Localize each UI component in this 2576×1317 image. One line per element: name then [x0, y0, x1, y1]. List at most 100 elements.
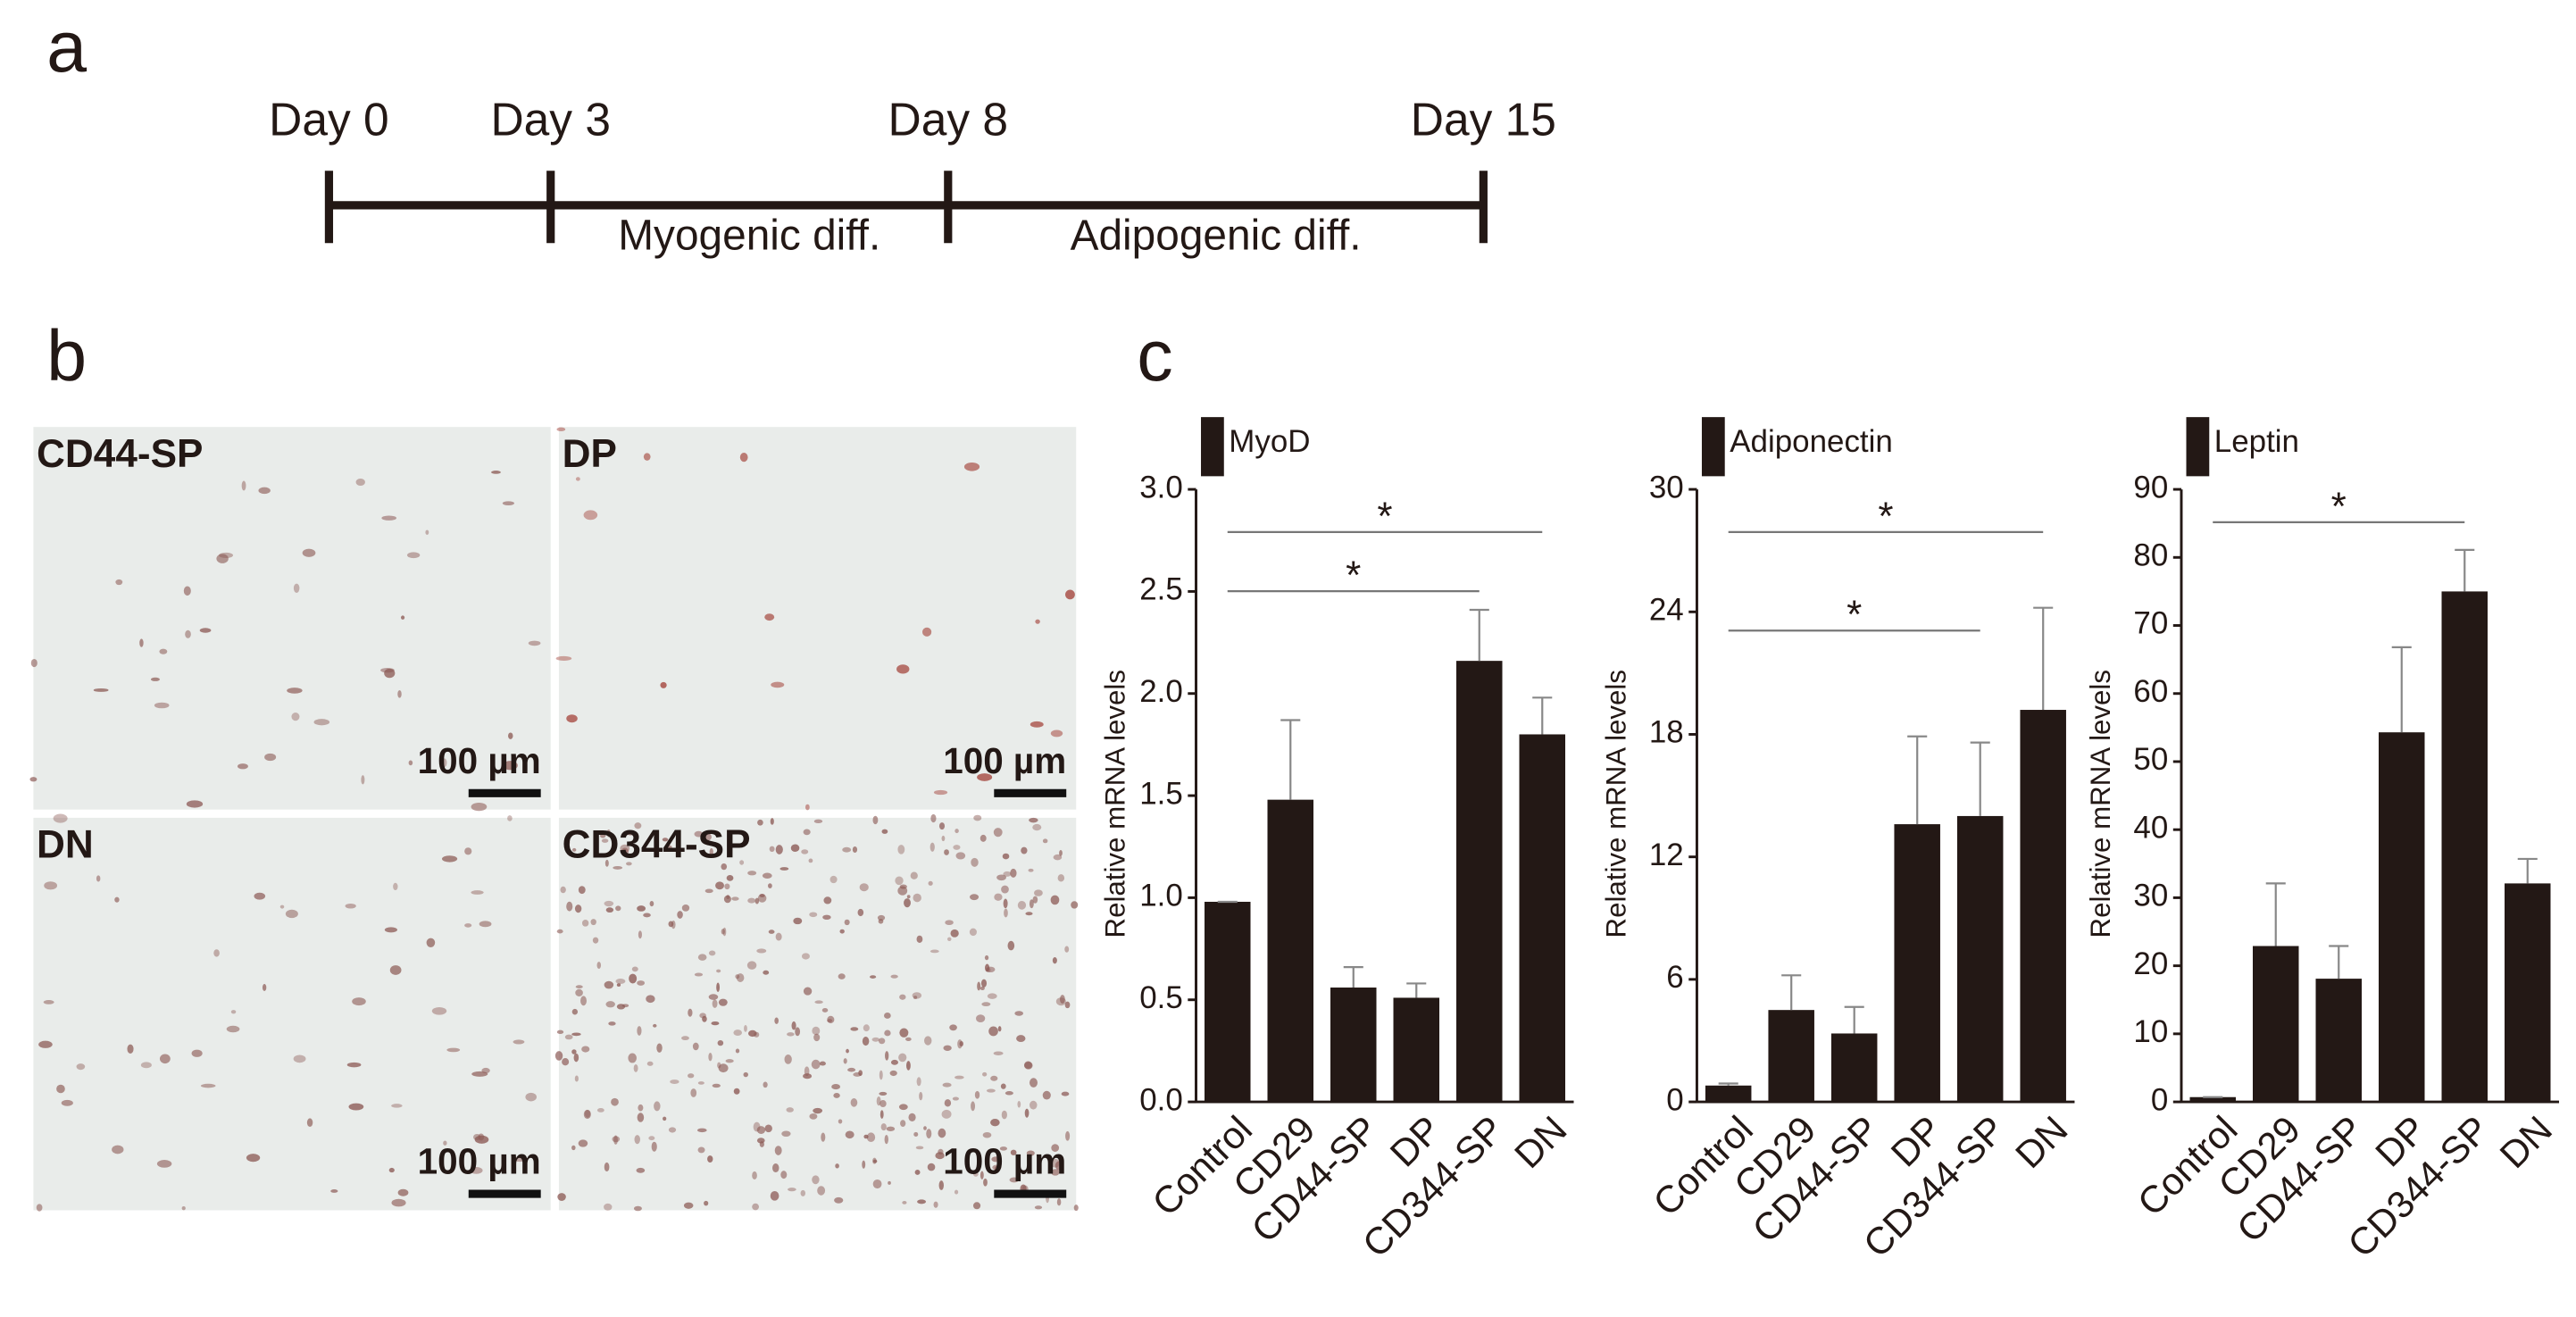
stain-dot: [1009, 1177, 1020, 1183]
stain-dot: [1032, 896, 1038, 904]
stain-dot: [704, 1200, 709, 1206]
stain-dot: [200, 1083, 216, 1088]
stain-dot: [813, 1033, 821, 1042]
stain-dot: [631, 966, 638, 972]
stain-dot: [575, 988, 583, 996]
stain-dot: [831, 1084, 840, 1090]
stain-dot: [1014, 1011, 1024, 1016]
stain-dot: [957, 1039, 963, 1049]
y-tick-label: 80: [2133, 538, 2168, 573]
scale-label: 100 µm: [418, 740, 541, 781]
stain-dot: [946, 937, 952, 941]
stain-dot: [950, 929, 959, 938]
stain-dot: [562, 1057, 570, 1066]
stain-dot: [725, 1059, 734, 1063]
stain-dot: [756, 1126, 766, 1134]
stain-dot: [930, 842, 935, 852]
stain-dot: [605, 907, 614, 913]
stain-dot: [388, 1167, 395, 1173]
stain-dot: [971, 1101, 976, 1112]
stain-dot: [564, 1034, 573, 1040]
y-tick-label: 0: [1666, 1082, 1683, 1117]
stain-dot: [604, 1162, 610, 1172]
stain-dot: [721, 863, 728, 871]
stain-dot: [709, 848, 713, 856]
stain-dot: [663, 1116, 667, 1121]
stain-dot: [479, 921, 492, 928]
stain-dot: [821, 1008, 829, 1013]
legend-swatch: [2186, 417, 2210, 477]
stain-dot: [643, 913, 651, 918]
stain-dot: [626, 862, 632, 866]
stain-dot: [977, 981, 981, 991]
stain-dot: [1050, 1158, 1061, 1168]
stain-dot: [575, 477, 580, 481]
stain-dot: [859, 883, 869, 892]
stain-dot: [784, 1054, 792, 1064]
significance-mark: *: [1847, 593, 1862, 637]
stain-dot: [1056, 1198, 1062, 1206]
stain-dot: [866, 1132, 876, 1143]
stain-dot: [604, 900, 614, 907]
stain-dot: [692, 1042, 699, 1051]
stain-dot: [1028, 868, 1034, 872]
stain-dot: [880, 1110, 884, 1119]
stain-dot: [694, 830, 704, 838]
stain-dot: [76, 1063, 86, 1071]
stain-dot: [888, 1180, 891, 1185]
stain-dot: [1005, 1091, 1013, 1096]
stain-dot: [581, 1046, 590, 1053]
stain-dot: [306, 1118, 313, 1128]
stain-dot: [733, 1088, 740, 1095]
stain-dot: [566, 901, 573, 912]
stain-dot: [355, 478, 365, 487]
stain-dot: [933, 789, 948, 796]
stain-dot: [788, 1188, 796, 1192]
stain-dot: [1052, 957, 1057, 964]
stain-dot: [1064, 1001, 1071, 1009]
stain-dot: [606, 829, 611, 838]
bar: [1894, 824, 1940, 1103]
stain-dot: [757, 819, 763, 826]
y-tick-label: 1.0: [1139, 879, 1183, 913]
x-tick-label: DN: [2007, 1108, 2075, 1176]
stain-dot: [159, 1054, 171, 1064]
stain-dot: [862, 1037, 870, 1046]
stain-dot: [571, 1145, 576, 1151]
stain-dot: [1029, 817, 1038, 823]
stain-dot: [739, 453, 748, 463]
stain-dot: [739, 860, 745, 865]
x-tick-label: DN: [2492, 1108, 2560, 1176]
stain-dot: [813, 1107, 823, 1114]
stain-dot: [885, 1051, 889, 1061]
panel-letter: c: [1137, 316, 1172, 396]
stain-dot: [904, 898, 911, 908]
y-tick-label: 0: [2151, 1082, 2168, 1117]
stain-dot: [426, 938, 436, 947]
stain-dot: [791, 1021, 796, 1030]
stain-dot: [780, 1171, 788, 1179]
stain-dot: [528, 640, 541, 646]
stain-dot: [112, 1145, 124, 1154]
stain-dot: [1042, 838, 1048, 844]
stain-dot: [771, 681, 785, 688]
stain-dot: [913, 893, 921, 903]
stain-dot: [581, 920, 589, 927]
stain-dot: [899, 994, 906, 1000]
stain-dot: [637, 980, 646, 986]
stain-dot: [1021, 846, 1028, 854]
stain-dot: [1051, 1169, 1060, 1176]
bar: [2020, 710, 2066, 1103]
stain-dot: [293, 1054, 306, 1063]
stain-dot: [809, 912, 818, 918]
stain-dot: [352, 997, 366, 1006]
stain-dot: [694, 972, 704, 977]
stain-dot: [216, 554, 229, 563]
stain-dot: [899, 884, 907, 889]
stain-dot: [127, 1044, 134, 1054]
stain-dot: [786, 1107, 794, 1113]
stain-dot: [754, 897, 760, 904]
stain-dot: [384, 668, 396, 679]
stain-dot: [1065, 589, 1075, 600]
significance-mark: *: [2331, 485, 2347, 529]
